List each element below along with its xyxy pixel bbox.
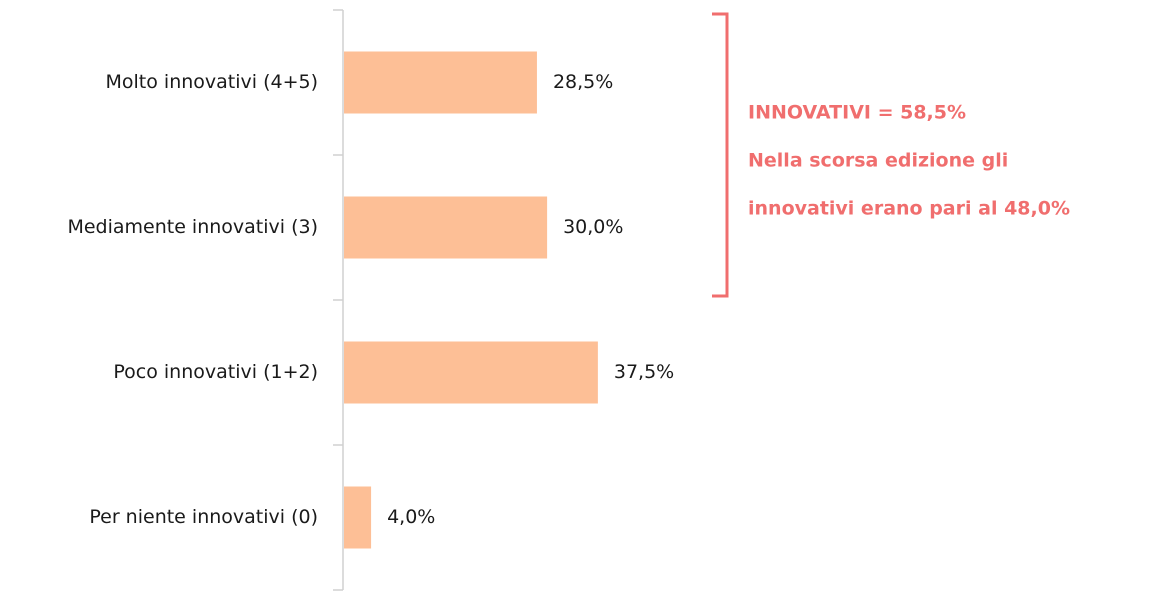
bar [344, 341, 598, 404]
value-label: 4,0% [387, 506, 435, 528]
annotation-line: innovativi erano pari al 48,0% [748, 198, 1070, 220]
category-label: Molto innovativi (4+5) [106, 71, 319, 93]
annotation-line: INNOVATIVI = 58,5% [748, 102, 966, 124]
bar [344, 196, 548, 259]
bracket [712, 12, 729, 298]
value-label: 37,5% [614, 361, 674, 383]
value-label: 28,5% [553, 71, 613, 93]
category-label: Per niente innovativi (0) [89, 506, 318, 528]
bar [344, 486, 372, 549]
category-label: Poco innovativi (1+2) [113, 361, 318, 383]
value-label: 30,0% [563, 216, 623, 238]
bar [344, 51, 537, 114]
category-label: Mediamente innovativi (3) [67, 216, 318, 238]
annotation-line: Nella scorsa edizione gli [748, 150, 1008, 172]
